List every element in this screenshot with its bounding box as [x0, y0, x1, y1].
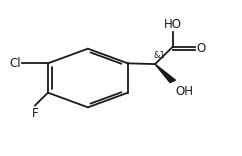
Text: F: F — [32, 107, 38, 120]
Text: OH: OH — [175, 85, 193, 98]
Text: O: O — [196, 42, 205, 55]
Polygon shape — [155, 64, 175, 83]
Text: Cl: Cl — [9, 57, 21, 70]
Text: HO: HO — [164, 18, 182, 31]
Text: &1: &1 — [154, 51, 166, 60]
